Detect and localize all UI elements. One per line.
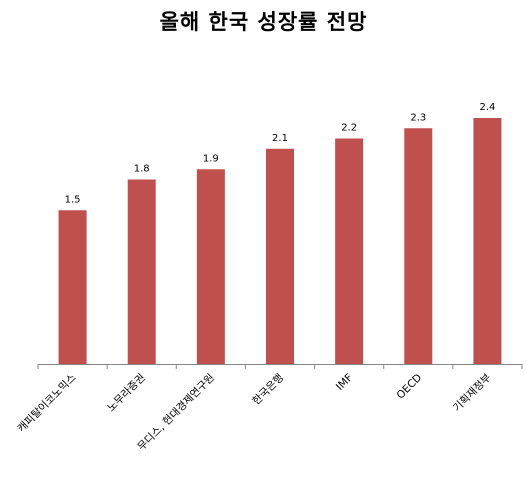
bar	[196, 169, 225, 364]
category-tick-label: 캐피탈이코노믹스	[15, 371, 79, 435]
category-tick-label: 기획재정부	[451, 371, 494, 414]
bar	[335, 138, 364, 364]
x-axis-ticks	[37, 364, 523, 369]
chart-title: 올해 한국 성장률 전망	[159, 10, 368, 34]
bar	[58, 210, 87, 364]
bar	[473, 118, 502, 364]
bar-value-label: 1.5	[65, 194, 81, 205]
value-labels: 1.5 1.8 1.9 2.1 2.2 2.3 2.4	[65, 102, 496, 205]
bar-value-label: 2.1	[272, 133, 288, 144]
bar-value-label: 1.8	[134, 164, 150, 175]
category-tick-label: 무디스, 현대경제연구원	[135, 371, 217, 453]
category-tick-label: OECD	[394, 372, 424, 402]
bar	[127, 179, 156, 364]
bar	[404, 128, 433, 364]
bar	[266, 148, 294, 364]
category-tick-label: 노무라증권	[105, 372, 148, 415]
bar-value-label: 2.4	[479, 102, 495, 113]
category-tick-label: 한국은행	[250, 372, 286, 408]
bars-layer	[58, 118, 502, 364]
bar-value-label: 2.2	[341, 123, 357, 134]
bar-value-label: 2.3	[410, 112, 426, 123]
category-tick-label: IMF	[334, 372, 355, 393]
bar-value-label: 1.9	[203, 153, 219, 164]
